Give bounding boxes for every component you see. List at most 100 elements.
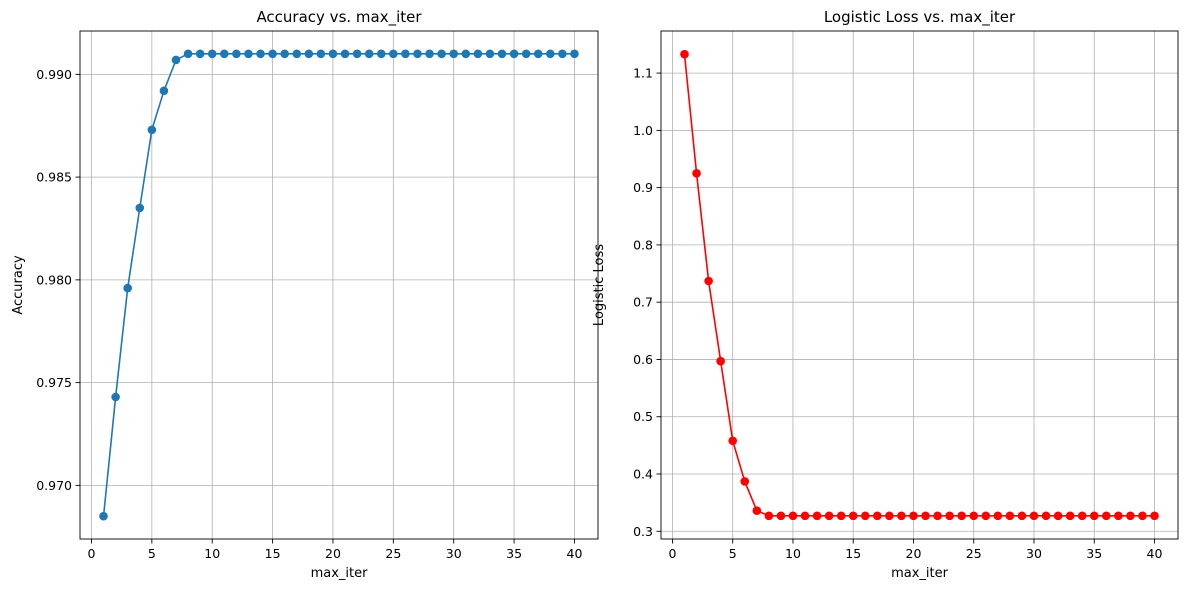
series-line bbox=[102, 53, 575, 517]
data-point bbox=[521, 49, 531, 59]
data-point bbox=[860, 511, 870, 521]
y-tick-label: 0.3 bbox=[633, 524, 653, 539]
y-tick-label: 0.8 bbox=[633, 237, 653, 252]
x-tick-label: 10 bbox=[785, 546, 801, 561]
data-point bbox=[776, 511, 786, 521]
data-point bbox=[316, 49, 326, 59]
data-point bbox=[824, 511, 834, 521]
data-point bbox=[1053, 511, 1063, 521]
logistic-loss-chart: 0 5 10 15 20 25 30 35 40 0.3 0.4 0.5 0.6 0.7 0.8 0.9 1.0… bbox=[592, 8, 1179, 581]
x-tick-label: 30 bbox=[1026, 546, 1042, 561]
data-point bbox=[1041, 511, 1051, 521]
x-tick-label: 25 bbox=[966, 546, 982, 561]
data-point bbox=[969, 511, 979, 521]
data-point bbox=[171, 55, 181, 65]
data-point bbox=[1065, 511, 1075, 521]
y-axis-label: Accuracy bbox=[11, 255, 26, 315]
data-point bbox=[183, 49, 193, 59]
data-point bbox=[340, 49, 350, 59]
data-point bbox=[728, 436, 738, 446]
data-point bbox=[1077, 511, 1087, 521]
data-point bbox=[159, 86, 169, 96]
data-point bbox=[425, 49, 434, 59]
data-point bbox=[376, 49, 386, 59]
y-tick-label: 1.0 bbox=[633, 123, 653, 138]
x-tick-label: 0 bbox=[668, 546, 676, 561]
data-point bbox=[692, 169, 701, 178]
data-point bbox=[1150, 511, 1159, 521]
data-point bbox=[740, 477, 750, 486]
data-point bbox=[752, 506, 762, 515]
data-point bbox=[304, 49, 314, 59]
data-point bbox=[558, 49, 567, 59]
data-point bbox=[195, 49, 205, 59]
data-point bbox=[509, 49, 519, 59]
data-point bbox=[111, 392, 120, 402]
y-tick-label: 0.9 bbox=[633, 180, 653, 195]
data-point bbox=[848, 511, 858, 521]
data-point bbox=[219, 49, 229, 59]
x-tick-label: 40 bbox=[567, 546, 583, 561]
y-tick-label: 1.1 bbox=[633, 66, 653, 81]
data-point bbox=[993, 511, 1003, 521]
x-tick-label: 15 bbox=[265, 546, 281, 561]
data-point bbox=[800, 511, 810, 521]
data-point bbox=[897, 511, 906, 521]
data-point bbox=[232, 49, 241, 59]
data-point bbox=[485, 49, 495, 59]
chart-title: Accuracy vs. max_iter bbox=[256, 8, 422, 27]
y-tick-label: 0.7 bbox=[633, 295, 653, 310]
data-point bbox=[389, 49, 398, 59]
x-tick-label: 15 bbox=[845, 546, 861, 561]
data-point bbox=[812, 511, 822, 521]
data-point bbox=[957, 511, 966, 521]
data-point bbox=[244, 49, 253, 59]
y-tick-label: 0.980 bbox=[36, 272, 72, 287]
data-point bbox=[1029, 511, 1039, 521]
y-axis-label: Logistic Loss bbox=[592, 244, 607, 326]
data-point bbox=[135, 203, 145, 213]
x-axis-label: max_iter bbox=[311, 566, 369, 581]
x-tick-label: 0 bbox=[87, 546, 95, 561]
data-point bbox=[449, 49, 459, 59]
data-point bbox=[933, 511, 942, 521]
data-point bbox=[256, 49, 265, 59]
data-point bbox=[207, 49, 217, 59]
data-point bbox=[328, 49, 338, 59]
data-point bbox=[1089, 511, 1099, 521]
x-tick-label: 35 bbox=[506, 546, 522, 561]
data-point bbox=[945, 511, 954, 521]
data-point bbox=[533, 49, 543, 59]
data-point bbox=[437, 49, 446, 59]
data-point bbox=[352, 49, 362, 59]
data-point bbox=[292, 49, 302, 59]
data-point bbox=[268, 49, 277, 59]
x-tick-label: 20 bbox=[906, 546, 922, 561]
data-point bbox=[473, 49, 483, 59]
data-point bbox=[364, 49, 374, 59]
x-tick-label: 10 bbox=[204, 546, 220, 561]
data-point bbox=[570, 49, 579, 59]
data-point bbox=[836, 511, 846, 521]
axes-frame bbox=[79, 30, 599, 540]
series-line bbox=[683, 54, 1155, 517]
data-point bbox=[413, 49, 422, 59]
y-tick-label: 0.985 bbox=[36, 170, 72, 185]
data-point bbox=[764, 511, 774, 521]
chart-title: Logistic Loss vs. max_iter bbox=[824, 8, 1016, 27]
data-point bbox=[123, 283, 132, 293]
y-tick-label: 0.990 bbox=[36, 67, 72, 82]
x-tick-label: 40 bbox=[1147, 546, 1163, 561]
data-point bbox=[401, 49, 410, 59]
data-point bbox=[147, 125, 157, 135]
grid bbox=[80, 31, 598, 539]
x-tick-label: 25 bbox=[385, 546, 401, 561]
y-tick-label: 0.970 bbox=[36, 478, 72, 493]
x-tick-label: 20 bbox=[325, 546, 341, 561]
x-tick-label: 5 bbox=[729, 546, 737, 561]
data-point bbox=[873, 511, 882, 521]
y-tick-label: 0.5 bbox=[633, 409, 653, 424]
data-point bbox=[1138, 511, 1147, 521]
data-point bbox=[788, 511, 798, 521]
